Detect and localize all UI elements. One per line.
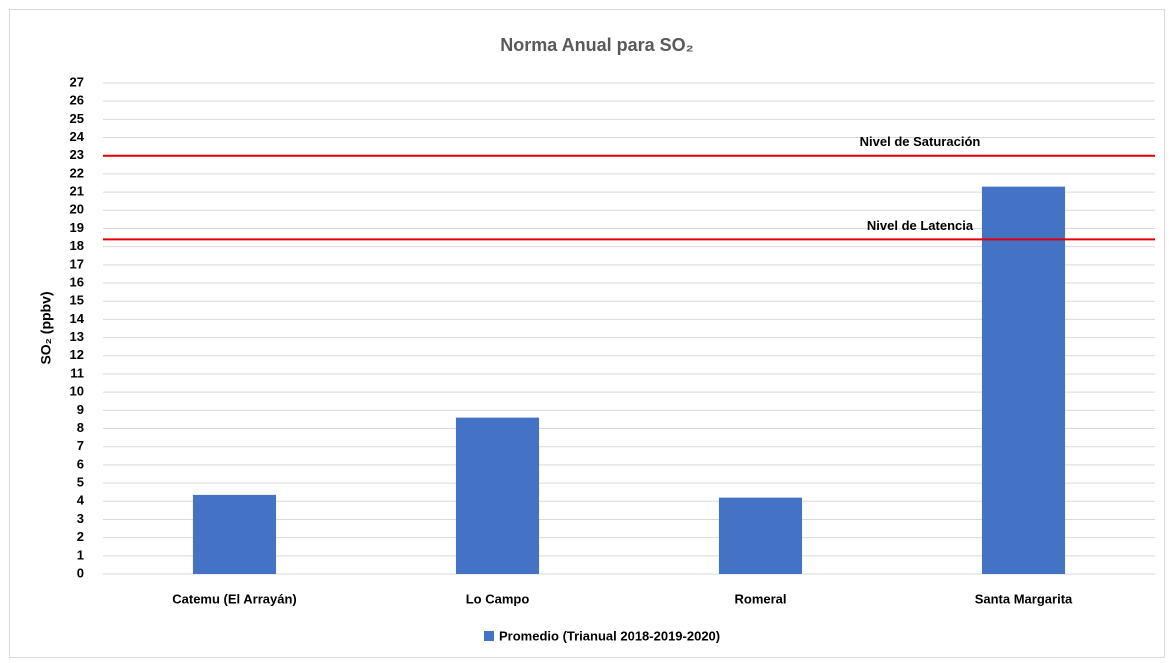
y-tick-label: 6 [77,456,84,471]
legend-swatch [484,631,494,641]
y-tick-label: 2 [77,529,84,544]
x-tick-label: Romeral [734,591,786,606]
y-tick-label: 11 [70,365,84,380]
y-tick-label: 13 [70,329,84,344]
chart-title: Norma Anual para SO₂ [500,35,693,55]
y-tick-label: 12 [70,347,84,362]
y-tick-label: 25 [70,111,84,126]
y-tick-label: 5 [77,475,84,490]
y-tick-label: 23 [70,147,84,162]
y-tick-label: 27 [70,74,84,89]
y-tick-label: 18 [70,238,84,253]
y-tick-label: 9 [77,402,84,417]
y-tick-label: 26 [70,93,84,108]
y-tick-label: 3 [77,511,84,526]
x-tick-label: Lo Campo [466,591,530,606]
bar [981,186,1066,574]
y-axis-label: SO₂ (ppbv) [38,291,54,364]
y-tick-label: 22 [70,165,84,180]
legend-label: Promedio (Trianual 2018-2019-2020) [499,628,720,643]
y-tick-label: 15 [70,293,84,308]
bar [192,494,277,574]
reference-label: Nivel de Saturación [860,134,981,149]
bar [455,417,540,574]
y-tick-label: 24 [70,129,85,144]
y-tick-label: 16 [70,274,84,289]
y-tick-label: 10 [70,384,84,399]
y-tick-label: 21 [70,184,84,199]
y-tick-label: 0 [77,565,84,580]
x-tick-label: Catemu (El Arrayán) [172,591,297,606]
y-tick-label: 19 [70,220,84,235]
y-tick-label: 14 [70,311,85,326]
y-tick-label: 20 [70,202,84,217]
y-tick-label: 7 [77,438,84,453]
y-tick-label: 17 [70,256,84,271]
reference-label: Nivel de Latencia [867,218,974,233]
bar [718,497,803,574]
y-tick-label: 4 [77,493,85,508]
y-tick-label: 1 [77,547,84,562]
y-tick-label: 8 [77,420,84,435]
x-tick-label: Santa Margarita [975,591,1073,606]
